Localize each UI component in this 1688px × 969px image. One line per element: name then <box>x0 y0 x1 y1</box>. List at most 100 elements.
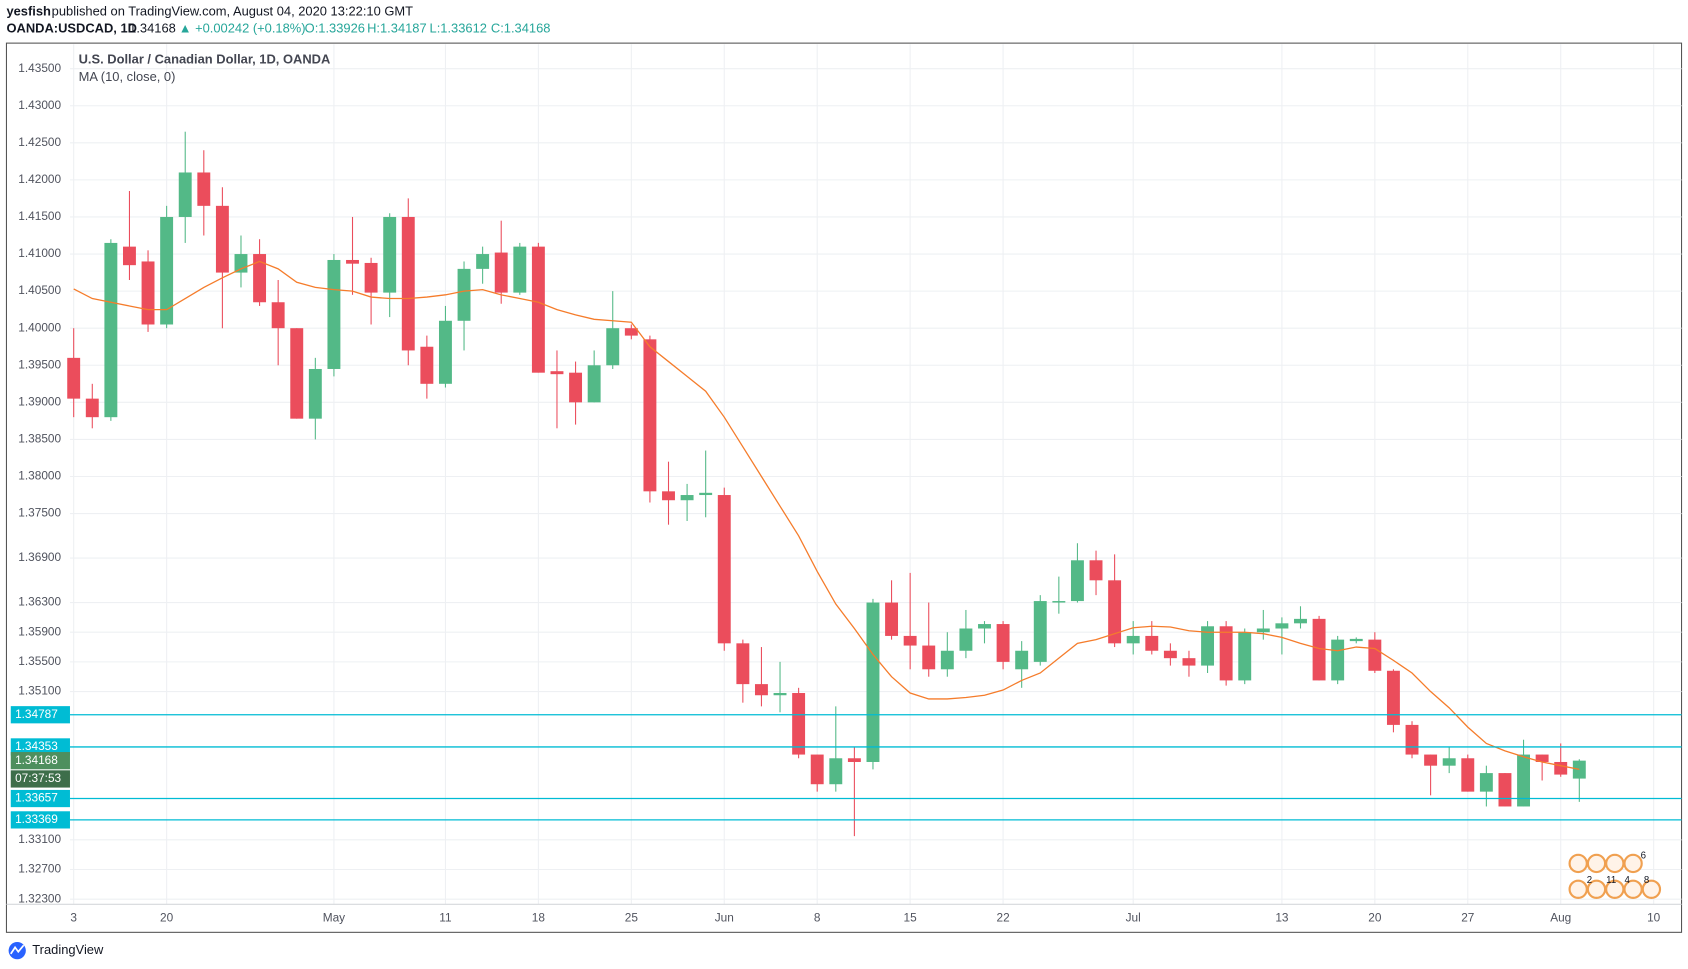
candle-body <box>122 246 136 266</box>
high: H:1.34187 <box>367 21 427 36</box>
x-tick-label: 20 <box>1368 910 1382 924</box>
candle-body <box>550 371 564 375</box>
labels: 1.43500 1.43000 1.42500 1.42000 1.41500 1.410… <box>10 61 1661 924</box>
y-tick-label: 1.32300 <box>18 891 61 905</box>
candle-body <box>1498 773 1512 807</box>
candle-body <box>996 624 1010 662</box>
y-tick-label: 1.40500 <box>18 283 61 297</box>
candle-body <box>587 365 601 403</box>
price-line-tag <box>10 789 70 808</box>
chart-title: U.S. Dollar / Canadian Dollar, 1D, OANDA <box>79 52 331 67</box>
candle-body <box>1331 639 1345 681</box>
candle-body <box>1294 618 1307 624</box>
candle-body <box>1442 758 1456 766</box>
candle-body <box>1535 754 1549 762</box>
x-tick-label: Aug <box>1550 910 1571 924</box>
price-line-tag <box>10 811 70 829</box>
candle-body <box>1163 650 1177 659</box>
change: ▲ +0.00242 (+0.18%) <box>179 21 306 36</box>
y-tick-label: 1.43500 <box>18 61 61 75</box>
candle-body <box>1201 626 1215 666</box>
candle-body <box>1517 754 1531 807</box>
y-tick-label: 1.43000 <box>18 98 61 112</box>
candle-body <box>922 645 936 670</box>
price-line-tag <box>10 706 70 724</box>
candle-body <box>271 302 285 329</box>
candle-body <box>829 758 843 785</box>
candle-body <box>959 628 973 651</box>
y-tick-label: 1.40000 <box>18 320 61 334</box>
ma-line <box>73 260 1580 771</box>
candle-body <box>253 254 267 303</box>
candle-body <box>178 172 192 217</box>
candle-body <box>1386 670 1400 725</box>
footer-brand: TradingView <box>32 942 104 957</box>
candle-body <box>494 252 508 293</box>
marks <box>67 131 1682 899</box>
x-tick-label: May <box>323 910 345 924</box>
low: L:1.33612 <box>430 21 487 36</box>
candle-body <box>476 254 490 269</box>
y-tick-label: 1.36300 <box>18 595 61 609</box>
candle-body <box>346 259 359 264</box>
event-icon <box>1568 879 1588 899</box>
x-tick-label: Jul <box>1126 910 1141 924</box>
x-tick-label: 15 <box>904 910 918 924</box>
candle-body <box>903 635 917 646</box>
candle-body <box>234 254 248 273</box>
candle-body <box>1238 632 1252 681</box>
footer-logo: TradingView <box>8 942 104 960</box>
x-tick-label: 13 <box>1275 910 1289 924</box>
candle-body <box>1145 635 1159 651</box>
logo-glyph <box>10 944 25 955</box>
price-line-label: 1.33369 <box>15 812 58 826</box>
candle-body <box>643 339 657 492</box>
y-tick-label: 1.41500 <box>18 209 61 223</box>
y-tick-label: 1.36900 <box>18 550 61 564</box>
candle-body <box>1182 658 1196 666</box>
candle-body <box>1033 601 1047 662</box>
y-tick-label: 1.41000 <box>18 246 61 260</box>
candle-body <box>1126 635 1140 644</box>
candle-body <box>792 693 806 755</box>
countdown-label: 07:37:53 <box>15 771 61 785</box>
y-tick-label: 1.37500 <box>18 506 61 520</box>
candle-body <box>1572 760 1586 779</box>
candle-body <box>1108 580 1122 644</box>
candle-body <box>308 368 322 419</box>
event-icon <box>1641 879 1662 899</box>
x-tick-label: 3 <box>70 910 77 924</box>
candle-body <box>1312 618 1326 681</box>
candle-body <box>1349 638 1363 642</box>
price-line-label: 1.34353 <box>15 739 58 753</box>
candle-body <box>364 262 378 293</box>
x-tick-label: 18 <box>532 910 546 924</box>
candle-body <box>290 328 304 419</box>
candle-body <box>978 624 991 629</box>
candle-body <box>383 216 397 293</box>
y-tick-label: 1.32700 <box>18 862 61 876</box>
candle-body <box>680 495 694 501</box>
candle-body <box>773 693 787 696</box>
candle-body <box>85 398 99 418</box>
candle-body <box>420 346 434 384</box>
x-tick-label: Jun <box>715 910 734 924</box>
candle-body <box>1219 626 1233 681</box>
close: C:1.34168 <box>491 21 551 36</box>
y-tick-label: 1.33100 <box>18 832 61 846</box>
author: yesfish <box>6 3 51 18</box>
candle-body <box>1479 773 1493 792</box>
candle-body <box>736 643 750 685</box>
candle-body <box>401 216 415 351</box>
candle-body <box>1256 628 1270 633</box>
y-tick-label: 1.42500 <box>18 135 61 149</box>
candle-body <box>104 242 118 418</box>
y-tick-label: 1.35900 <box>18 624 61 638</box>
candle-body <box>866 602 880 762</box>
candle-body <box>1368 639 1382 671</box>
candle-body <box>810 754 824 785</box>
event-count: 6 <box>1641 850 1646 861</box>
candle-body <box>662 491 675 501</box>
y-tick-label: 1.39500 <box>18 357 61 371</box>
